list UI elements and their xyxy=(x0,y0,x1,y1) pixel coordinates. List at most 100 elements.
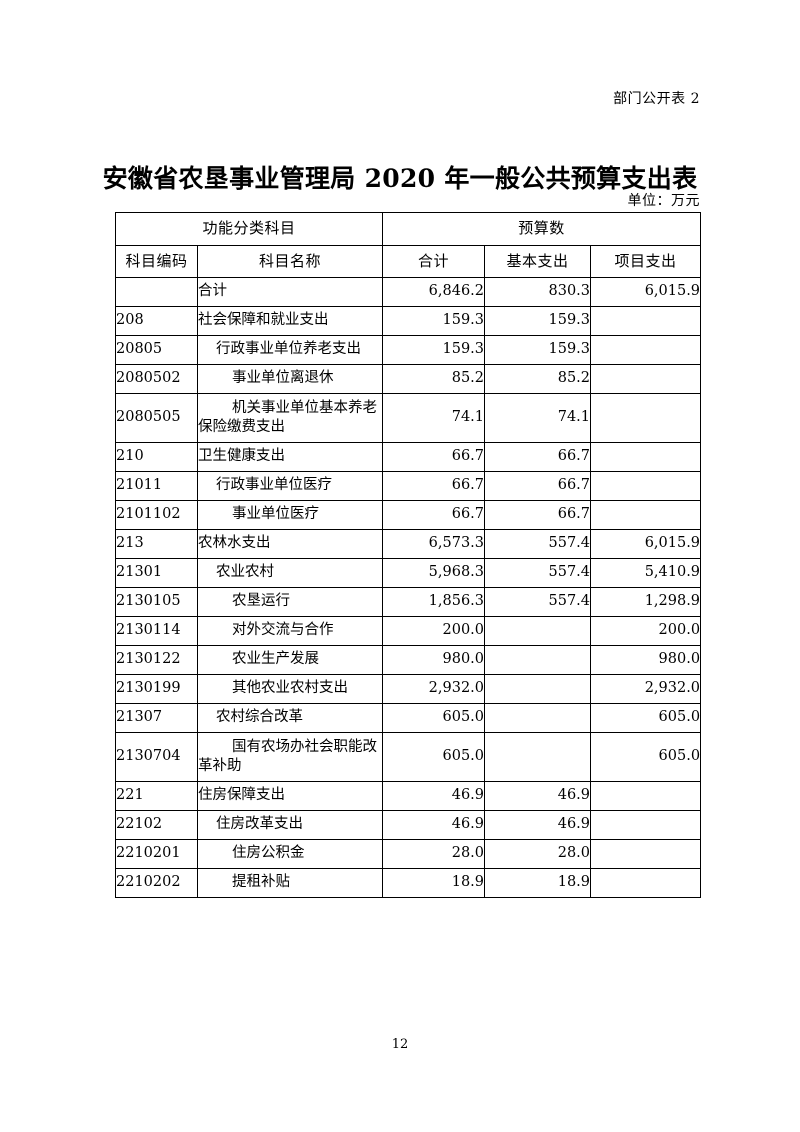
cell-name: 农业农村 xyxy=(196,558,384,588)
table-row: 21307 农村综合改革 605.0 605.0 xyxy=(115,703,702,733)
cell-project: 980.0 xyxy=(590,645,702,675)
cell-total: 605.0 xyxy=(382,703,486,733)
cell-code: 21301 xyxy=(115,558,198,588)
budget-table-container: 功能分类科目 预算数 科目编码 科目名称 合计 基本支出 项目支出 合计 6,84… xyxy=(114,212,702,898)
cell-name: 卫生健康支出 xyxy=(196,442,384,472)
table-row: 2130114 对外交流与合作 200.0 200.0 xyxy=(115,616,702,646)
cell-code: 2101102 xyxy=(115,500,198,530)
cell-project: 6,015.9 xyxy=(590,529,702,559)
group-header-classification: 功能分类科目 xyxy=(114,212,384,246)
cell-code: 2130704 xyxy=(115,732,198,782)
cell-project: 6,015.9 xyxy=(590,277,702,307)
cell-name: 农林水支出 xyxy=(196,529,384,559)
group-header-budget: 预算数 xyxy=(382,212,702,246)
cell-basic xyxy=(484,674,592,704)
cell-code: 2210201 xyxy=(115,839,198,869)
cell-project xyxy=(590,500,702,530)
cell-basic: 66.7 xyxy=(484,442,592,472)
column-header-basic: 基本支出 xyxy=(484,245,592,278)
cell-total: 6,573.3 xyxy=(382,529,486,559)
cell-name: 机关事业单位基本养老保险缴费支出 xyxy=(196,393,384,443)
cell-project: 200.0 xyxy=(590,616,702,646)
table-group-header-row: 功能分类科目 预算数 xyxy=(114,212,702,246)
table-row: 2080505 机关事业单位基本养老保险缴费支出 74.1 74.1 xyxy=(115,393,702,443)
cell-code: 2210202 xyxy=(115,868,198,898)
cell-code: 2080502 xyxy=(115,364,198,394)
cell-name: 农垦运行 xyxy=(196,587,384,617)
cell-project xyxy=(590,781,702,811)
table-row: 22102 住房改革支出 46.9 46.9 xyxy=(115,810,702,840)
cell-basic: 46.9 xyxy=(484,781,592,811)
cell-code: 2080505 xyxy=(115,393,198,443)
cell-name: 合计 xyxy=(196,277,384,307)
cell-project: 1,298.9 xyxy=(590,587,702,617)
cell-total: 200.0 xyxy=(382,616,486,646)
cell-name: 事业单位离退休 xyxy=(196,364,384,394)
cell-code: 21011 xyxy=(115,471,198,501)
cell-name: 住房保障支出 xyxy=(196,781,384,811)
cell-code: 213 xyxy=(115,529,198,559)
table-row: 208 社会保障和就业支出 159.3 159.3 xyxy=(115,306,702,336)
cell-total: 46.9 xyxy=(382,781,486,811)
cell-project: 605.0 xyxy=(590,703,702,733)
table-row: 210 卫生健康支出 66.7 66.7 xyxy=(115,442,702,472)
cell-total: 66.7 xyxy=(382,471,486,501)
cell-name: 行政事业单位医疗 xyxy=(196,471,384,501)
column-header-code: 科目编码 xyxy=(115,245,198,278)
cell-basic: 557.4 xyxy=(484,587,592,617)
cell-code: 20805 xyxy=(115,335,198,365)
column-header-total: 合计 xyxy=(382,245,486,278)
table-row: 2130704 国有农场办社会职能改革补助 605.0 605.0 xyxy=(115,732,702,782)
cell-basic: 159.3 xyxy=(484,306,592,336)
table-row: 20805 行政事业单位养老支出 159.3 159.3 xyxy=(115,335,702,365)
cell-basic: 159.3 xyxy=(484,335,592,365)
cell-basic xyxy=(484,616,592,646)
cell-name: 事业单位医疗 xyxy=(196,500,384,530)
cell-code: 2130122 xyxy=(115,645,198,675)
cell-code: 2130114 xyxy=(115,616,198,646)
cell-total: 85.2 xyxy=(382,364,486,394)
table-row: 2101102 事业单位医疗 66.7 66.7 xyxy=(115,500,702,530)
cell-basic: 28.0 xyxy=(484,839,592,869)
table-row: 2130105 农垦运行 1,856.3 557.4 1,298.9 xyxy=(115,587,702,617)
cell-basic: 66.7 xyxy=(484,500,592,530)
table-row: 2210202 提租补贴 18.9 18.9 xyxy=(115,868,702,898)
cell-code: 2130199 xyxy=(115,674,198,704)
cell-total: 980.0 xyxy=(382,645,486,675)
cell-code: 208 xyxy=(115,306,198,336)
cell-basic xyxy=(484,732,592,782)
cell-total: 2,932.0 xyxy=(382,674,486,704)
column-header-project: 项目支出 xyxy=(590,245,702,278)
cell-project xyxy=(590,306,702,336)
cell-code: 2130105 xyxy=(115,587,198,617)
cell-name: 农村综合改革 xyxy=(196,703,384,733)
table-body: 合计 6,846.2 830.3 6,015.9 208 社会保障和就业支出 159.3 15… xyxy=(115,277,702,898)
page-title: 安徽省农垦事业管理局 2020 年一般公共预算支出表 xyxy=(102,163,698,193)
cell-project xyxy=(590,364,702,394)
cell-project: 2,932.0 xyxy=(590,674,702,704)
table-row: 2210201 住房公积金 28.0 28.0 xyxy=(115,839,702,869)
cell-total: 605.0 xyxy=(382,732,486,782)
table-column-header-row: 科目编码 科目名称 合计 基本支出 项目支出 xyxy=(115,245,702,278)
column-header-name: 科目名称 xyxy=(196,245,384,278)
cell-total: 18.9 xyxy=(382,868,486,898)
cell-basic: 66.7 xyxy=(484,471,592,501)
cell-total: 1,856.3 xyxy=(382,587,486,617)
cell-project xyxy=(590,839,702,869)
table-row: 2130122 农业生产发展 980.0 980.0 xyxy=(115,645,702,675)
form-label: 部门公开表 2 xyxy=(613,91,700,107)
cell-project: 5,410.9 xyxy=(590,558,702,588)
table-head: 功能分类科目 预算数 科目编码 科目名称 合计 基本支出 项目支出 xyxy=(114,212,702,278)
cell-code xyxy=(115,277,198,307)
cell-code: 21307 xyxy=(115,703,198,733)
cell-name: 社会保障和就业支出 xyxy=(196,306,384,336)
cell-name: 其他农业农村支出 xyxy=(196,674,384,704)
cell-name: 住房公积金 xyxy=(196,839,384,869)
cell-basic xyxy=(484,703,592,733)
page-number: 12 xyxy=(391,1037,409,1052)
cell-name: 国有农场办社会职能改革补助 xyxy=(196,732,384,782)
cell-total: 28.0 xyxy=(382,839,486,869)
cell-project xyxy=(590,868,702,898)
table-row: 21011 行政事业单位医疗 66.7 66.7 xyxy=(115,471,702,501)
cell-project xyxy=(590,471,702,501)
